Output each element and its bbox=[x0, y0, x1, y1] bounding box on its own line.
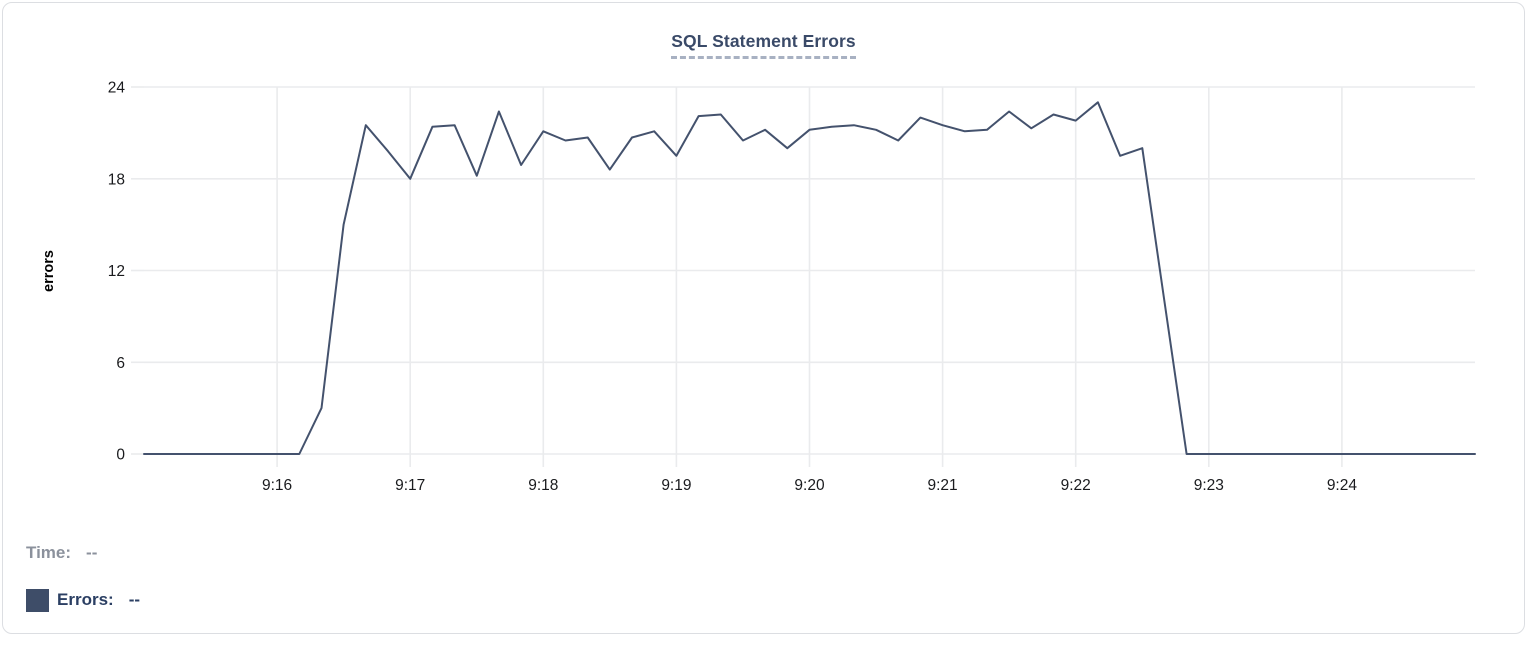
hover-readout-legend: Time: -- Errors: -- bbox=[26, 541, 140, 612]
errors-line-chart-plot[interactable]: 0 6 12 18 24 9:16 9:17 9:18 9:19 9:20 9:21 9:22 9:23… bbox=[3, 3, 1527, 508]
errors-series-swatch bbox=[26, 588, 49, 612]
y-axis-title: errors bbox=[41, 250, 57, 292]
chart-title[interactable]: SQL Statement Errors bbox=[671, 31, 856, 59]
x-tick-label: 9:23 bbox=[1194, 477, 1224, 494]
legend-errors-row: Errors: -- bbox=[26, 588, 140, 612]
x-tick-label: 9:17 bbox=[395, 477, 425, 494]
x-tick-label: 9:21 bbox=[928, 477, 958, 494]
y-tick-label: 12 bbox=[108, 263, 125, 280]
chart-header: SQL Statement Errors bbox=[3, 31, 1524, 59]
legend-time-row: Time: -- bbox=[26, 541, 140, 565]
y-tick-label: 0 bbox=[116, 447, 125, 464]
errors-label: Errors: bbox=[57, 590, 114, 609]
x-tick-label: 9:22 bbox=[1061, 477, 1091, 494]
chart-card: SQL Statement Errors 0 6 12 18 24 9:16 9:17 9:1… bbox=[2, 2, 1525, 634]
x-tick-label: 9:16 bbox=[262, 477, 292, 494]
x-tick-label: 9:18 bbox=[528, 477, 558, 494]
x-tick-label: 9:19 bbox=[661, 477, 691, 494]
time-label: Time: bbox=[26, 543, 72, 562]
y-tick-label: 18 bbox=[108, 171, 125, 188]
y-tick-label: 6 bbox=[116, 355, 125, 372]
x-tick-label: 9:20 bbox=[794, 477, 825, 494]
x-tick-label: 9:24 bbox=[1327, 477, 1358, 494]
time-value: -- bbox=[86, 543, 98, 562]
errors-series-line bbox=[143, 101, 1476, 455]
errors-value: -- bbox=[128, 590, 141, 609]
y-tick-label: 24 bbox=[108, 80, 126, 97]
